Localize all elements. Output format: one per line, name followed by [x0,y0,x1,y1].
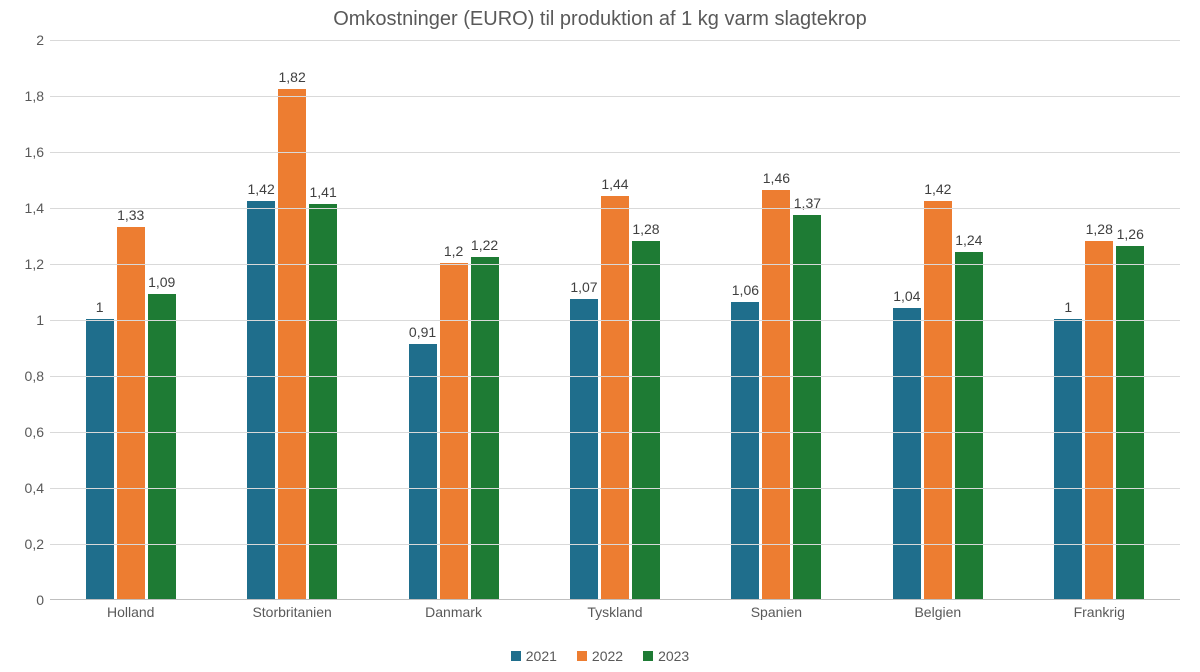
gridline [50,152,1180,153]
bar: 0,91 [409,344,437,599]
x-tick-label: Holland [50,604,211,620]
x-axis-labels: HollandStorbritanienDanmarkTysklandSpani… [50,604,1180,620]
y-tick-label: 1,6 [4,144,44,160]
y-tick-label: 0,2 [4,536,44,552]
bar: 1,22 [471,257,499,599]
legend-swatch [577,651,587,661]
legend-swatch [511,651,521,661]
bar: 1,26 [1116,246,1144,599]
bar: 1,28 [1085,241,1113,599]
bar: 1,04 [893,308,921,599]
y-tick-label: 0,4 [4,480,44,496]
y-tick-label: 1,8 [4,88,44,104]
bar-value-label: 1,44 [601,176,628,192]
gridline [50,208,1180,209]
gridline [50,544,1180,545]
bar-value-label: 1,33 [117,207,144,223]
bar-value-label: 1,07 [570,279,597,295]
bar: 1 [86,319,114,599]
bar-value-label: 0,91 [409,324,436,340]
y-tick-label: 0,8 [4,368,44,384]
chart-title: Omkostninger (EURO) til produktion af 1 … [0,8,1200,31]
bar-value-label: 1,09 [148,274,175,290]
gridline [50,40,1180,41]
bar-value-label: 1,42 [248,181,275,197]
x-tick-label: Belgien [857,604,1018,620]
gridline [50,96,1180,97]
bar-value-label: 1,41 [310,184,337,200]
bar: 1,28 [632,241,660,599]
bar-value-label: 1,28 [1086,221,1113,237]
y-tick-label: 2 [4,32,44,48]
gridline [50,320,1180,321]
bar-value-label: 1,42 [924,181,951,197]
y-tick-label: 1,2 [4,256,44,272]
bar: 1,06 [731,302,759,599]
y-tick-label: 1 [4,312,44,328]
bar: 1,42 [924,201,952,599]
x-tick-label: Spanien [696,604,857,620]
bar-value-label: 1,22 [471,237,498,253]
bar-value-label: 1,46 [763,170,790,186]
bar: 1,09 [148,294,176,599]
x-tick-label: Frankrig [1019,604,1180,620]
legend-item: 2022 [577,648,623,664]
legend-label: 2022 [592,648,623,664]
bar-value-label: 1,28 [632,221,659,237]
bar-value-label: 1,04 [893,288,920,304]
bar-value-label: 1,06 [732,282,759,298]
gridline [50,264,1180,265]
bar: 1,37 [793,215,821,599]
y-tick-label: 0,6 [4,424,44,440]
bar-value-label: 1,24 [955,232,982,248]
cost-chart: Omkostninger (EURO) til produktion af 1 … [0,0,1200,672]
bar-value-label: 1,82 [279,69,306,85]
bar-value-label: 1 [96,299,104,315]
bar: 1,07 [570,299,598,599]
y-tick-label: 1,4 [4,200,44,216]
legend-swatch [643,651,653,661]
x-tick-label: Danmark [373,604,534,620]
legend-label: 2021 [526,648,557,664]
bar: 1,2 [440,263,468,599]
gridline [50,488,1180,489]
bar: 1,42 [247,201,275,599]
bar: 1,46 [762,190,790,599]
bar: 1 [1054,319,1082,599]
legend-item: 2023 [643,648,689,664]
bar-value-label: 1,37 [794,195,821,211]
gridline [50,376,1180,377]
x-tick-label: Tyskland [534,604,695,620]
bar: 1,82 [278,89,306,599]
bar-value-label: 1,26 [1117,226,1144,242]
bar-value-label: 1 [1064,299,1072,315]
gridline [50,432,1180,433]
plot-area: 11,331,091,421,821,410,911,21,221,071,44… [50,40,1180,600]
legend-item: 2021 [511,648,557,664]
legend: 2021 2022 2023 [0,648,1200,664]
legend-label: 2023 [658,648,689,664]
bar-value-label: 1,2 [444,243,463,259]
y-tick-label: 0 [4,592,44,608]
bar: 1,44 [601,196,629,599]
bar: 1,24 [955,252,983,599]
x-tick-label: Storbritanien [211,604,372,620]
